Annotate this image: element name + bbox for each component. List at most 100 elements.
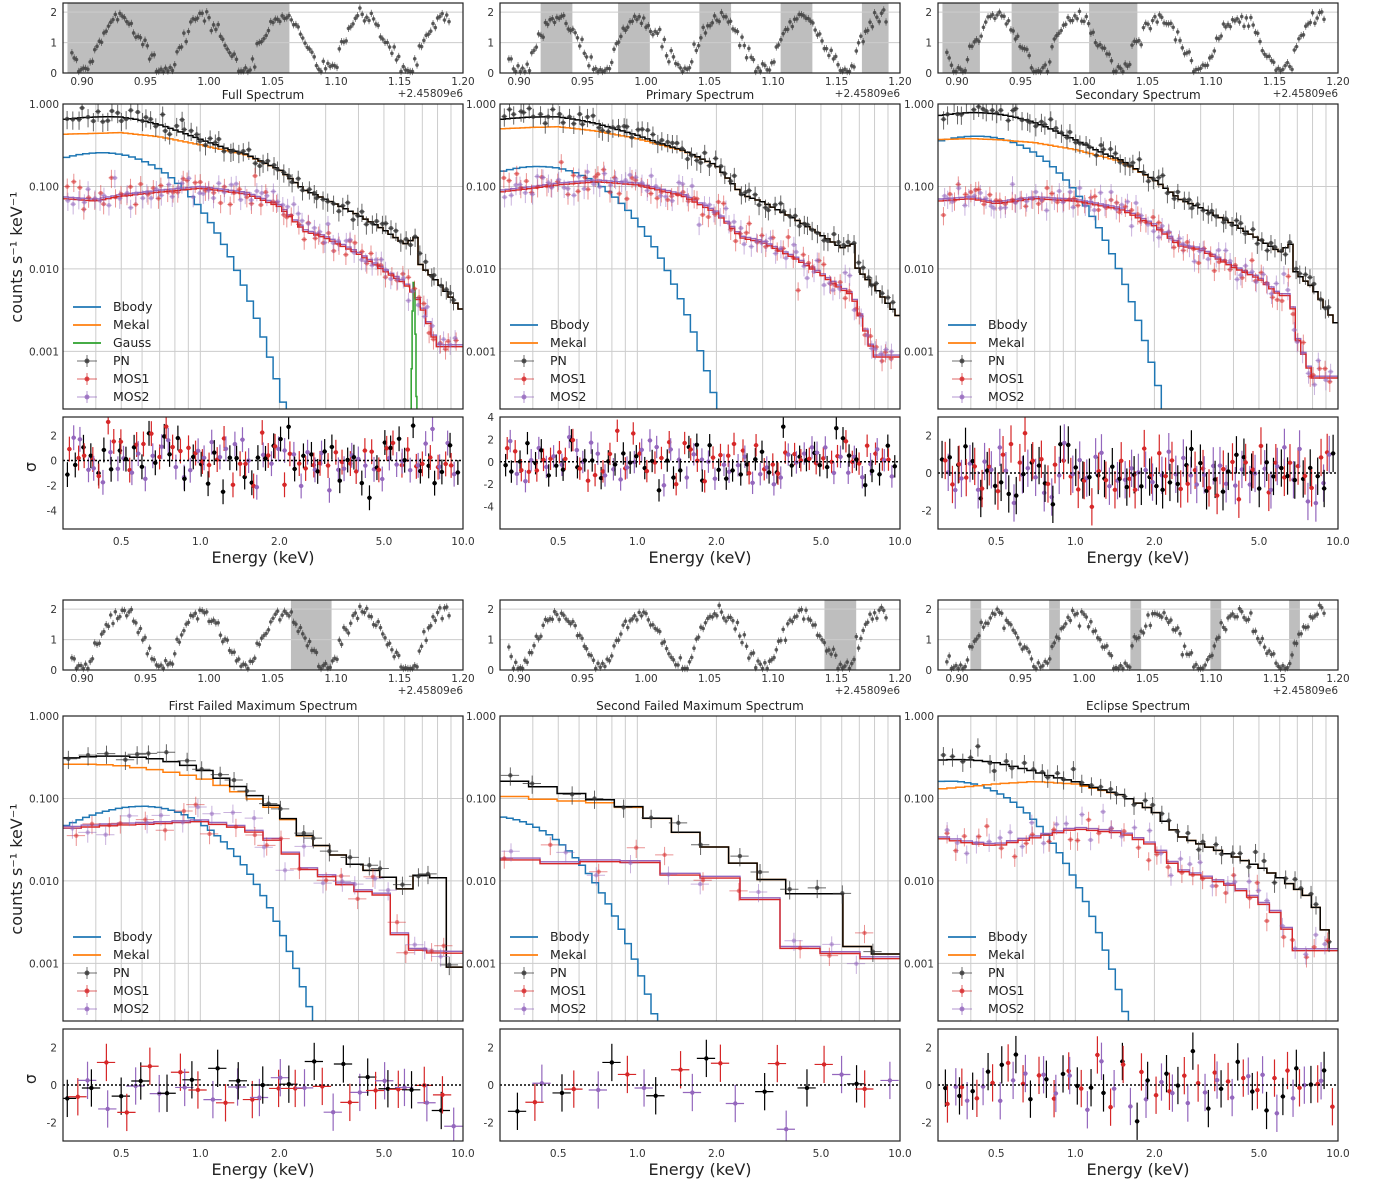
lc-point	[609, 654, 614, 658]
pn-residual-point	[455, 470, 461, 475]
pn-point	[312, 190, 317, 196]
mos2-residual-point	[684, 475, 689, 480]
mos2-point	[441, 337, 446, 342]
pn-point	[860, 265, 866, 270]
mos1-point	[791, 255, 796, 261]
pn-point	[976, 104, 981, 109]
lc-point	[630, 617, 635, 621]
y-tick-label: 2	[925, 604, 932, 616]
lc-point	[977, 39, 981, 44]
lc-point	[1285, 60, 1290, 65]
mos1-point	[133, 202, 138, 207]
lc-point	[124, 19, 129, 24]
lc-point	[326, 61, 330, 66]
pn-point	[140, 118, 145, 124]
lc-point	[1066, 15, 1070, 20]
lc-point	[742, 43, 747, 48]
lc-point	[344, 628, 348, 632]
lc-point	[555, 612, 559, 617]
lc-point	[580, 37, 584, 42]
x-tick-label: 1.05	[1136, 76, 1159, 88]
mos2-residual-point	[889, 474, 895, 479]
pn-residual-point	[656, 488, 662, 493]
pn-point	[423, 259, 428, 265]
lc-point	[358, 6, 362, 10]
pn-point	[836, 239, 841, 245]
lc-point	[513, 69, 518, 74]
mos2-point	[243, 191, 248, 197]
mos1-point	[694, 196, 700, 201]
lc-point	[623, 28, 628, 33]
lc-point	[118, 614, 122, 619]
lc-point	[1198, 66, 1203, 71]
pn-point	[945, 112, 950, 117]
offset-label: +2.45809e6	[1273, 685, 1339, 697]
pn-point	[990, 108, 995, 113]
lc-point	[956, 666, 961, 671]
pn-point	[670, 140, 675, 146]
mos1-point	[416, 295, 422, 300]
x-tick-label: 1.05	[1136, 673, 1159, 685]
lc-point	[1191, 665, 1196, 669]
lc-point	[945, 660, 949, 664]
lc-point	[577, 44, 582, 48]
y-tick-label: 2	[50, 604, 57, 616]
mos1-point	[1092, 194, 1098, 199]
lc-point	[1036, 661, 1041, 665]
lc-point	[424, 638, 428, 643]
mos2-point	[741, 241, 747, 247]
lc-point	[195, 617, 200, 621]
lc-point	[182, 628, 186, 633]
pn-point	[123, 116, 129, 122]
pn-point	[325, 199, 330, 204]
mos2-point	[546, 180, 551, 185]
lc-point	[184, 39, 188, 44]
lc-point	[1322, 17, 1326, 22]
shaded-interval	[1049, 600, 1060, 670]
lc-point	[218, 633, 223, 637]
pn-point	[119, 118, 124, 124]
lc-point	[979, 620, 983, 625]
mos1-residual-point	[710, 455, 716, 460]
x-tick-label: 0.90	[70, 76, 93, 88]
mos1-point	[198, 179, 203, 185]
pn-point	[645, 127, 650, 133]
mos2-point	[190, 194, 196, 200]
pn-point	[1209, 208, 1214, 214]
mos1-point	[77, 185, 83, 190]
pn-point	[355, 213, 360, 218]
lc-point	[689, 655, 694, 660]
legend-label: MOS1	[550, 371, 587, 386]
lc-point	[335, 65, 339, 70]
pn-residual-point	[242, 474, 247, 480]
lc-point	[972, 639, 977, 644]
lc-point	[438, 14, 442, 19]
pn-point	[153, 124, 158, 129]
shaded-interval	[618, 3, 650, 73]
mos1-residual-point	[303, 466, 308, 471]
mos2-point	[395, 277, 400, 282]
pn-point	[1156, 175, 1161, 180]
mos2-residual-point	[269, 461, 274, 466]
lc-point	[1258, 640, 1262, 645]
residual-y-axis-label: σ	[21, 462, 40, 472]
lc-point	[1155, 20, 1159, 24]
y-tick-label: 0.010	[466, 264, 496, 276]
mos2-point	[254, 188, 260, 194]
lc-point	[954, 69, 958, 74]
mos2-point	[369, 263, 375, 268]
shaded-interval	[1130, 600, 1142, 670]
lc-point	[371, 17, 376, 21]
mos2-point	[430, 323, 435, 329]
lc-point	[337, 47, 342, 51]
lc-point	[603, 664, 607, 669]
pn-point	[236, 150, 242, 156]
mos1-residual-point	[325, 463, 331, 468]
lc-point	[1271, 60, 1276, 65]
mos2-point	[738, 225, 744, 231]
lc-point	[367, 18, 371, 23]
lc-point	[1189, 58, 1194, 63]
pn-point	[1019, 117, 1025, 123]
pn-point	[1265, 248, 1270, 253]
